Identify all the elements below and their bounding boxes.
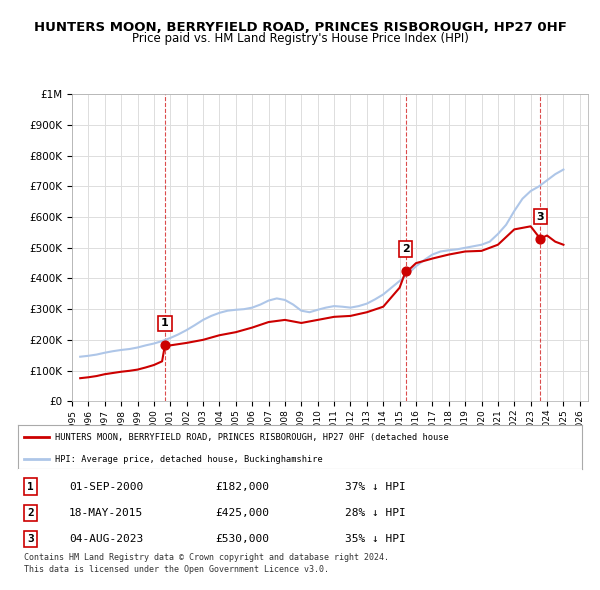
Text: £182,000: £182,000 <box>215 481 269 491</box>
Text: 3: 3 <box>27 534 34 544</box>
Text: HPI: Average price, detached house, Buckinghamshire: HPI: Average price, detached house, Buck… <box>55 455 322 464</box>
Text: 35% ↓ HPI: 35% ↓ HPI <box>345 534 406 544</box>
Text: 37% ↓ HPI: 37% ↓ HPI <box>345 481 406 491</box>
Text: This data is licensed under the Open Government Licence v3.0.: This data is licensed under the Open Gov… <box>24 565 329 574</box>
Text: £425,000: £425,000 <box>215 508 269 518</box>
Text: 2: 2 <box>402 244 410 254</box>
Text: 1: 1 <box>161 319 169 329</box>
Text: £530,000: £530,000 <box>215 534 269 544</box>
Text: Contains HM Land Registry data © Crown copyright and database right 2024.: Contains HM Land Registry data © Crown c… <box>24 553 389 562</box>
Point <box>160 340 170 350</box>
Text: HUNTERS MOON, BERRYFIELD ROAD, PRINCES RISBOROUGH, HP27 0HF (detached house: HUNTERS MOON, BERRYFIELD ROAD, PRINCES R… <box>55 432 448 442</box>
Text: 28% ↓ HPI: 28% ↓ HPI <box>345 508 406 518</box>
Text: 04-AUG-2023: 04-AUG-2023 <box>69 534 143 544</box>
Text: 18-MAY-2015: 18-MAY-2015 <box>69 508 143 518</box>
Text: Price paid vs. HM Land Registry's House Price Index (HPI): Price paid vs. HM Land Registry's House … <box>131 32 469 45</box>
Text: 01-SEP-2000: 01-SEP-2000 <box>69 481 143 491</box>
Text: HUNTERS MOON, BERRYFIELD ROAD, PRINCES RISBOROUGH, HP27 0HF: HUNTERS MOON, BERRYFIELD ROAD, PRINCES R… <box>34 21 566 34</box>
Point <box>401 266 410 276</box>
Text: 2: 2 <box>27 508 34 518</box>
Point <box>535 234 545 243</box>
Text: 3: 3 <box>536 212 544 222</box>
Text: 1: 1 <box>27 481 34 491</box>
